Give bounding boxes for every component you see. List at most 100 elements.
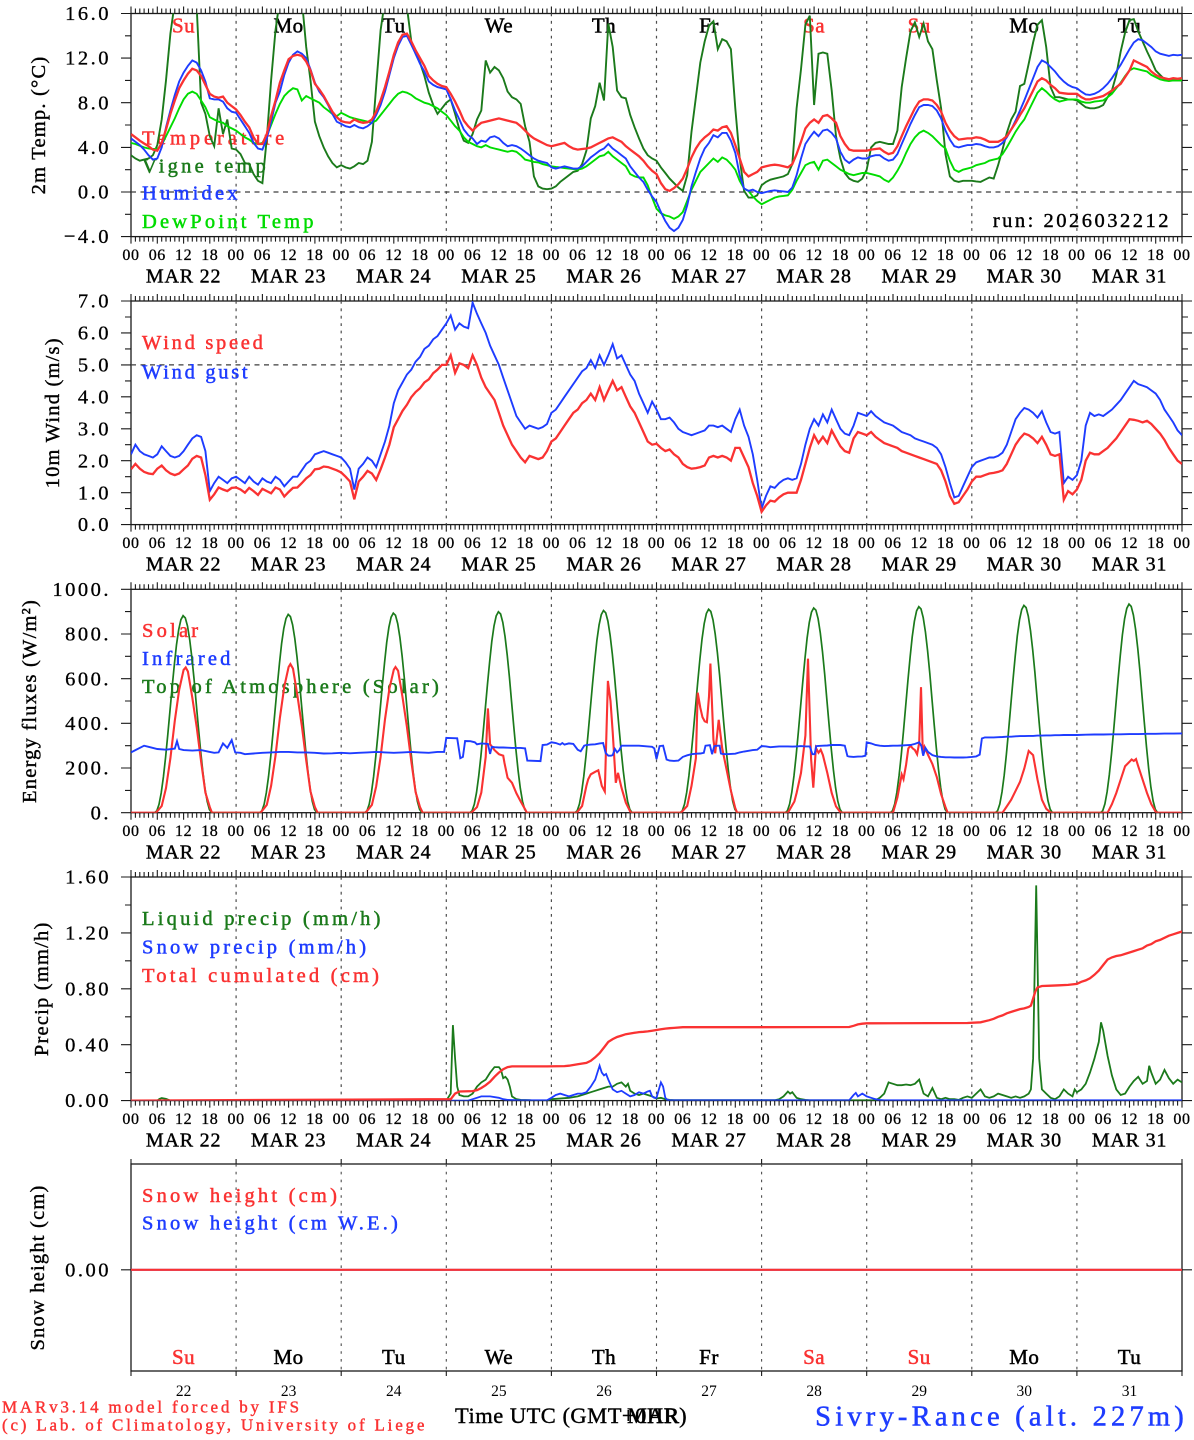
svg-text:12: 12 (280, 823, 297, 840)
svg-text:24: 24 (386, 1383, 402, 1400)
svg-text:12: 12 (175, 1111, 192, 1128)
svg-text:06: 06 (359, 535, 376, 552)
svg-text:00: 00 (858, 1111, 875, 1128)
svg-text:00: 00 (1068, 247, 1085, 264)
svg-text:MAR 22: MAR 22 (146, 554, 221, 576)
svg-text:00: 00 (753, 1111, 770, 1128)
svg-text:18: 18 (411, 823, 428, 840)
svg-text:06: 06 (359, 823, 376, 840)
svg-text:12: 12 (490, 823, 507, 840)
svg-text:00: 00 (122, 247, 139, 264)
svg-text:00: 00 (1173, 1111, 1190, 1128)
svg-text:12: 12 (1121, 247, 1138, 264)
svg-text:22: 22 (176, 1383, 192, 1400)
svg-text:MAR 30: MAR 30 (987, 554, 1062, 576)
svg-text:MAR 25: MAR 25 (461, 266, 536, 288)
svg-text:MAR 30: MAR 30 (987, 266, 1062, 288)
svg-text:12: 12 (700, 535, 717, 552)
svg-text:12: 12 (595, 247, 612, 264)
svg-text:Tu: Tu (1118, 14, 1142, 38)
svg-text:MAR 25: MAR 25 (461, 1130, 536, 1152)
svg-text:1.20: 1.20 (65, 923, 111, 945)
svg-text:200.: 200. (65, 758, 111, 780)
svg-text:29: 29 (911, 1383, 927, 1400)
svg-text:MAR 22: MAR 22 (146, 266, 221, 288)
svg-text:MAR 31: MAR 31 (1092, 1130, 1167, 1152)
svg-text:00: 00 (858, 823, 875, 840)
svg-text:12: 12 (1016, 1111, 1033, 1128)
svg-text:00: 00 (963, 1111, 980, 1128)
svg-text:1.0: 1.0 (78, 482, 111, 504)
svg-text:Solar: Solar (142, 620, 201, 642)
svg-text:00: 00 (122, 535, 139, 552)
svg-text:Su: Su (172, 14, 195, 38)
svg-text:12: 12 (175, 535, 192, 552)
svg-text:00: 00 (227, 1111, 244, 1128)
svg-text:00: 00 (333, 823, 350, 840)
svg-text:Total cumulated (cm): Total cumulated (cm) (142, 965, 382, 987)
svg-text:26: 26 (596, 1383, 612, 1400)
svg-text:MAR 30: MAR 30 (987, 842, 1062, 864)
svg-text:18: 18 (1147, 823, 1164, 840)
svg-text:18: 18 (411, 535, 428, 552)
svg-text:12: 12 (175, 247, 192, 264)
svg-text:MAR 24: MAR 24 (356, 1130, 431, 1152)
svg-text:MAR 24: MAR 24 (356, 554, 431, 576)
svg-text:400.: 400. (65, 713, 111, 735)
svg-text:00: 00 (753, 823, 770, 840)
svg-text:31: 31 (1122, 1383, 1138, 1400)
svg-text:0.00: 0.00 (65, 1090, 111, 1112)
svg-text:12: 12 (1121, 823, 1138, 840)
svg-text:12: 12 (700, 1111, 717, 1128)
svg-text:MAR 31: MAR 31 (1092, 266, 1167, 288)
svg-text:06: 06 (989, 247, 1006, 264)
svg-text:8.0: 8.0 (78, 92, 111, 114)
svg-text:12: 12 (385, 247, 402, 264)
svg-text:MAR 29: MAR 29 (882, 554, 957, 576)
svg-text:Snow height (cm): Snow height (cm) (142, 1185, 340, 1207)
svg-text:00: 00 (438, 1111, 455, 1128)
svg-text:MAR 28: MAR 28 (776, 842, 851, 864)
svg-text:12: 12 (1121, 1111, 1138, 1128)
svg-text:MAR 26: MAR 26 (566, 1130, 641, 1152)
svg-text:12: 12 (805, 535, 822, 552)
svg-text:MAR 25: MAR 25 (461, 554, 536, 576)
svg-text:Wind gust: Wind gust (142, 362, 250, 384)
svg-text:12: 12 (385, 1111, 402, 1128)
svg-text:12.0: 12.0 (65, 48, 111, 70)
svg-text:600.: 600. (65, 668, 111, 690)
svg-text:18: 18 (306, 1111, 323, 1128)
svg-text:4.0: 4.0 (78, 137, 111, 159)
svg-text:12: 12 (700, 823, 717, 840)
svg-text:12: 12 (280, 1111, 297, 1128)
svg-text:1000.: 1000. (52, 579, 111, 601)
svg-text:MAR 26: MAR 26 (566, 266, 641, 288)
svg-text:12: 12 (490, 247, 507, 264)
svg-text:16.0: 16.0 (65, 3, 111, 25)
svg-text:23: 23 (281, 1383, 297, 1400)
svg-text:12: 12 (280, 535, 297, 552)
svg-text:Mo: Mo (274, 1345, 304, 1369)
svg-text:0.00: 0.00 (65, 1259, 111, 1281)
svg-text:DewPoint Temp: DewPoint Temp (142, 211, 317, 233)
svg-text:00: 00 (333, 535, 350, 552)
svg-text:00: 00 (1173, 247, 1190, 264)
svg-text:12: 12 (805, 1111, 822, 1128)
svg-text:MAR 22: MAR 22 (146, 1130, 221, 1152)
svg-text:MAR 31: MAR 31 (1092, 554, 1167, 576)
svg-text:00: 00 (438, 535, 455, 552)
svg-text:00: 00 (227, 247, 244, 264)
svg-text:06: 06 (254, 535, 271, 552)
svg-text:Precip (mm/h): Precip (mm/h) (31, 922, 53, 1057)
svg-text:12: 12 (385, 823, 402, 840)
svg-text:12: 12 (805, 823, 822, 840)
svg-text:12: 12 (490, 535, 507, 552)
svg-text:00: 00 (122, 823, 139, 840)
svg-text:12: 12 (595, 823, 612, 840)
svg-text:06: 06 (464, 823, 481, 840)
svg-text:3.0: 3.0 (78, 418, 111, 440)
svg-text:12: 12 (595, 1111, 612, 1128)
svg-text:Sivry-Rance (alt. 227m): Sivry-Rance (alt. 227m) (815, 1402, 1188, 1433)
svg-text:18: 18 (832, 1111, 849, 1128)
svg-text:18: 18 (1042, 823, 1059, 840)
